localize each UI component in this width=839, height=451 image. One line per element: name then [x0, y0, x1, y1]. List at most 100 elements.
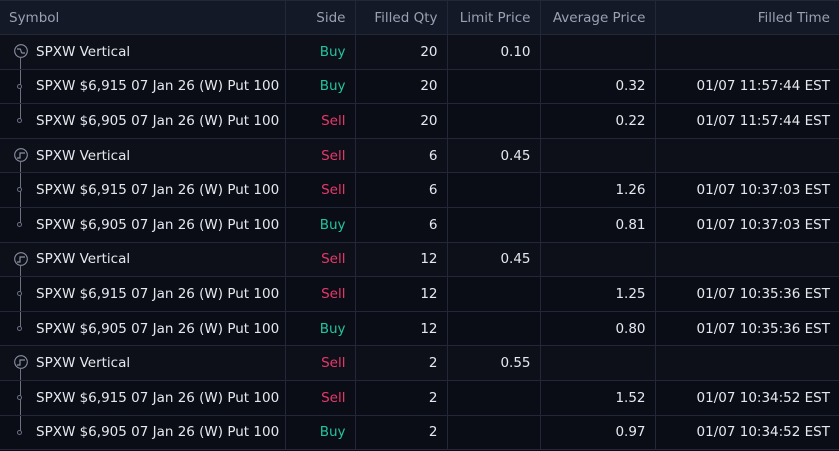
filled-qty: 12: [354, 310, 448, 347]
symbol-cell: SPXW $6,915 07 Jan 26 (W) Put 100: [0, 172, 286, 208]
average-price: 0.81: [539, 206, 656, 243]
vertical-up-icon: [14, 355, 28, 370]
limit-price: [446, 103, 541, 139]
filled-qty: 20: [354, 68, 448, 105]
side: Buy: [284, 310, 356, 347]
average-price: [539, 137, 656, 174]
limit-price: [446, 276, 541, 312]
order-leg-row[interactable]: SPXW $6,905 07 Jan 26 (W) Put 100 Buy 2 …: [0, 414, 839, 451]
vertical-down-icon: [14, 44, 28, 58]
column-header-average-price[interactable]: Average Price: [539, 0, 656, 35]
tree-line: [20, 208, 21, 223]
leg-dot-icon: [17, 325, 22, 331]
symbol-cell: SPXW $6,915 07 Jan 26 (W) Put 100: [0, 276, 286, 312]
symbol-cell: SPXW $6,905 07 Jan 26 (W) Put 100: [0, 206, 286, 243]
symbol: SPXW $6,915 07 Jan 26 (W) Put 100: [36, 389, 280, 406]
filled-time: 01/07 10:37:03 EST: [654, 206, 839, 243]
filled-time: 01/07 11:57:44 EST: [654, 103, 839, 139]
order-leg-row[interactable]: SPXW $6,915 07 Jan 26 (W) Put 100 Sell 1…: [0, 276, 839, 312]
average-price: 0.32: [539, 68, 656, 105]
filled-qty: 20: [354, 103, 448, 139]
vertical-up-icon: [14, 251, 28, 266]
average-price: 0.80: [539, 310, 656, 347]
filled-qty: 6: [354, 172, 448, 208]
order-leg-row[interactable]: SPXW $6,915 07 Jan 26 (W) Put 100 Sell 6…: [0, 172, 839, 208]
tree-line: [20, 161, 21, 172]
limit-price: 0.55: [446, 345, 541, 381]
filled-time: 01/07 10:37:03 EST: [654, 172, 839, 208]
limit-price: [446, 68, 541, 105]
symbol: SPXW $6,905 07 Jan 26 (W) Put 100: [36, 424, 280, 441]
order-group-row[interactable]: SPXW Vertical Sell 2 0.55: [0, 345, 839, 381]
filled-qty: 2: [354, 379, 448, 416]
tree-line: [20, 58, 21, 69]
side: Buy: [284, 414, 356, 451]
filled-time: 01/07 10:35:36 EST: [654, 310, 839, 347]
column-header-filled-time[interactable]: Filled Time: [654, 0, 839, 35]
symbol-cell: SPXW $6,915 07 Jan 26 (W) Put 100: [0, 379, 286, 416]
limit-price: 0.10: [446, 34, 541, 70]
side: Buy: [284, 68, 356, 105]
order-leg-row[interactable]: SPXW $6,905 07 Jan 26 (W) Put 100 Sell 2…: [0, 103, 839, 139]
average-price: 1.25: [539, 276, 656, 312]
side: Sell: [284, 103, 356, 139]
symbol-cell: SPXW $6,905 07 Jan 26 (W) Put 100: [0, 414, 286, 451]
average-price: [539, 345, 656, 381]
filled-time: [654, 137, 839, 174]
symbol: SPXW Vertical: [36, 355, 131, 372]
order-group-row[interactable]: SPXW Vertical Buy 20 0.10: [0, 34, 839, 70]
symbol: SPXW Vertical: [36, 251, 131, 268]
symbol-cell: SPXW Vertical: [0, 137, 286, 174]
order-group-row[interactable]: SPXW Vertical Sell 12 0.45: [0, 241, 839, 278]
filled-qty: 20: [354, 34, 448, 70]
limit-price: [446, 414, 541, 451]
limit-price: [446, 206, 541, 243]
side: Sell: [284, 276, 356, 312]
symbol: SPXW $6,905 07 Jan 26 (W) Put 100: [36, 112, 280, 129]
leg-dot-icon: [17, 394, 22, 400]
symbol-cell: SPXW Vertical: [0, 34, 286, 70]
filled-time: 01/07 11:57:44 EST: [654, 68, 839, 105]
limit-price: [446, 379, 541, 416]
symbol-cell: SPXW Vertical: [0, 345, 286, 381]
limit-price: [446, 172, 541, 208]
column-header-limit-price[interactable]: Limit Price: [446, 0, 541, 35]
side: Sell: [284, 241, 356, 278]
leg-dot-icon: [17, 429, 22, 435]
order-group-row[interactable]: SPXW Vertical Sell 6 0.45: [0, 137, 839, 174]
column-header-side[interactable]: Side: [284, 0, 356, 35]
filled-time: 01/07 10:34:52 EST: [654, 379, 839, 416]
filled-qty: 2: [354, 414, 448, 451]
filled-qty: 2: [354, 345, 448, 381]
filled-qty: 12: [354, 241, 448, 278]
tree-line: [20, 104, 21, 120]
filled-time: [654, 34, 839, 70]
filled-time: [654, 345, 839, 381]
filled-time: 01/07 10:34:52 EST: [654, 414, 839, 451]
leg-dot-icon: [17, 83, 22, 89]
symbol-cell: SPXW $6,905 07 Jan 26 (W) Put 100: [0, 310, 286, 347]
order-leg-row[interactable]: SPXW $6,915 07 Jan 26 (W) Put 100 Sell 2…: [0, 379, 839, 416]
average-price: 0.22: [539, 103, 656, 139]
vertical-up-icon: [14, 147, 28, 162]
filled-time: [654, 241, 839, 278]
column-header-symbol[interactable]: Symbol: [0, 0, 286, 35]
symbol: SPXW $6,915 07 Jan 26 (W) Put 100: [36, 182, 280, 199]
leg-dot-icon: [17, 221, 22, 227]
average-price: [539, 241, 656, 278]
limit-price: 0.45: [446, 241, 541, 278]
order-leg-row[interactable]: SPXW $6,905 07 Jan 26 (W) Put 100 Buy 12…: [0, 310, 839, 347]
symbol: SPXW Vertical: [36, 147, 131, 164]
average-price: [539, 34, 656, 70]
column-header-filled-qty[interactable]: Filled Qty: [354, 0, 448, 35]
average-price: 1.26: [539, 172, 656, 208]
order-leg-row[interactable]: SPXW $6,915 07 Jan 26 (W) Put 100 Buy 20…: [0, 68, 839, 105]
table-header: Symbol Side Filled Qty Limit Price Avera…: [0, 0, 839, 35]
tree-line: [20, 265, 21, 276]
order-leg-row[interactable]: SPXW $6,905 07 Jan 26 (W) Put 100 Buy 6 …: [0, 206, 839, 243]
limit-price: [446, 310, 541, 347]
symbol: SPXW $6,915 07 Jan 26 (W) Put 100: [36, 78, 280, 95]
tree-line: [20, 312, 21, 327]
leg-dot-icon: [17, 187, 22, 193]
